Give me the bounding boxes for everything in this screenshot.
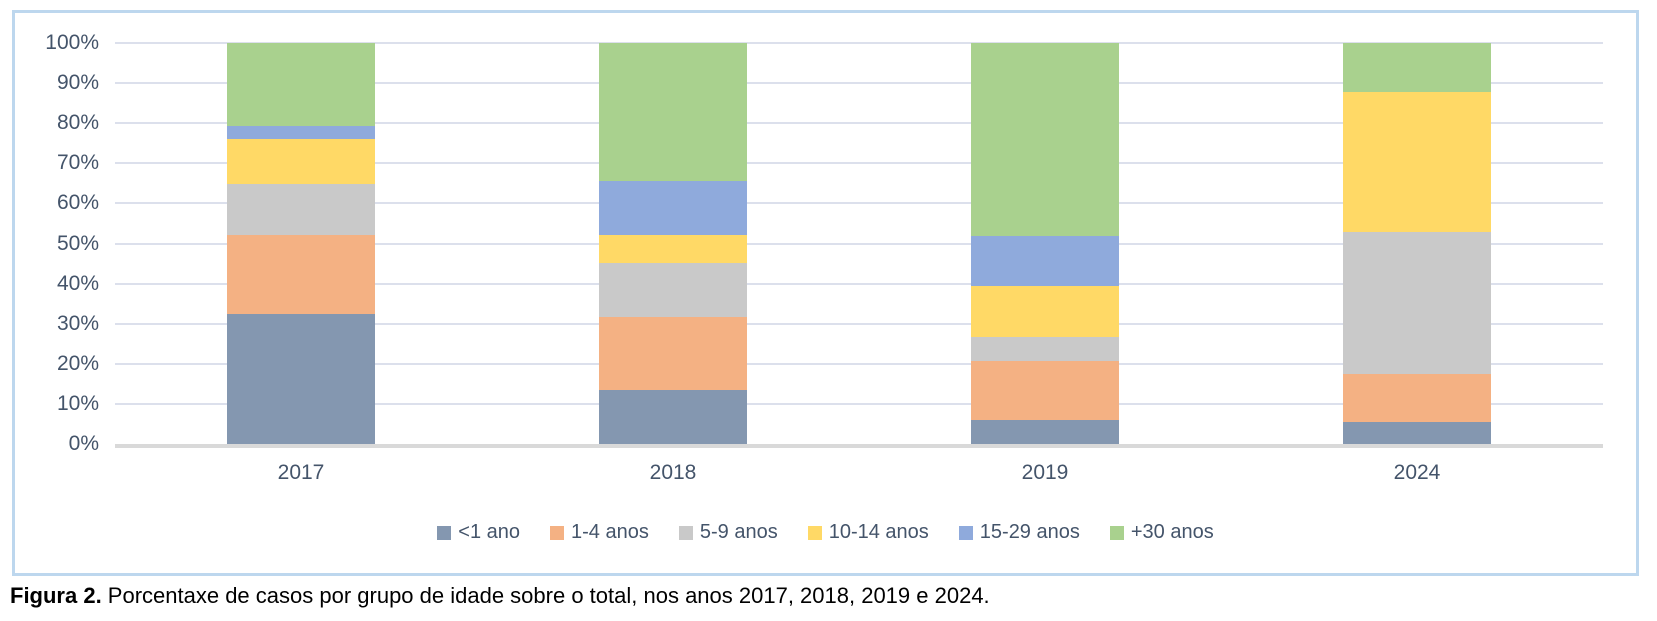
y-tick-label: 10%: [56, 391, 99, 415]
bar-segment-2017: [227, 235, 375, 315]
y-tick-label: 0%: [68, 432, 99, 455]
bar-segment-2017: [227, 314, 375, 444]
bar-segment-2018: [599, 43, 747, 182]
bar-segment-2017: [227, 43, 375, 127]
y-grid-line: [115, 122, 1603, 125]
bar-segment-2019: [971, 43, 1119, 237]
y-grid-line: [115, 82, 1603, 85]
legend-label: 5-9 anos: [699, 521, 778, 543]
x-tick-label: 2019: [1021, 461, 1069, 484]
legend-label: <1 ano: [458, 521, 521, 543]
legend-swatch-icon: [550, 525, 565, 540]
y-grid-line: [115, 322, 1603, 325]
bar-segment-2018: [599, 316, 747, 391]
legend-swatch-icon: [1109, 525, 1124, 540]
bar-2024: [1343, 43, 1491, 444]
x-axis-line: [115, 444, 1603, 448]
bar-segment-2017: [227, 184, 375, 236]
legend-item: +30 anos: [1109, 521, 1214, 544]
legend-swatch-icon: [437, 525, 452, 540]
y-grid-line: [115, 362, 1603, 365]
bar-segment-2019: [971, 419, 1119, 444]
bar-segment-2018: [599, 263, 747, 317]
bar-segment-2019: [971, 361, 1119, 420]
y-grid-line: [115, 162, 1603, 165]
bar-segment-2024: [1343, 373, 1491, 422]
legend-label: 15-29 anos: [979, 521, 1080, 543]
bar-2019: [971, 43, 1119, 444]
y-tick-label: 20%: [56, 351, 99, 375]
y-tick-label: 30%: [56, 311, 99, 335]
y-grid-line: [115, 202, 1603, 205]
figure-caption-prefix: Figura 2.: [10, 583, 102, 608]
legend-label: +30 anos: [1130, 521, 1214, 543]
bar-segment-2024: [1343, 232, 1491, 374]
x-tick-label: 2024: [1393, 461, 1441, 484]
bar-segment-2019: [971, 336, 1119, 362]
legend-item: 5-9 anos: [678, 521, 778, 544]
legend-label: 10-14 anos: [828, 521, 929, 543]
legend-swatch-icon: [678, 525, 693, 540]
legend-label: 1-4 anos: [571, 521, 649, 543]
legend-item: 15-29 anos: [958, 521, 1080, 544]
figure-caption-text: Porcentaxe de casos por grupo de idade s…: [101, 583, 990, 608]
y-grid-line: [115, 402, 1603, 405]
bar-segment-2018: [599, 181, 747, 235]
legend-item: 10-14 anos: [807, 521, 929, 544]
y-tick-label: 50%: [56, 231, 99, 255]
figure-caption: Figura 2. Porcentaxe de casos por grupo …: [10, 583, 990, 609]
y-tick-label: 40%: [56, 271, 99, 295]
bar-segment-2019: [971, 286, 1119, 337]
y-tick-label: 80%: [56, 111, 99, 135]
bar-segment-2018: [599, 390, 747, 444]
bar-2017: [227, 43, 375, 444]
y-tick-label: 60%: [56, 191, 99, 215]
legend-item: 1-4 anos: [550, 521, 649, 544]
chart-legend: <1 ano 1-4 anos 5-9 anos 10-14 anos 15-29 an…: [15, 521, 1636, 544]
y-grid-line: [115, 42, 1603, 44]
legend-item: <1 ano: [437, 521, 520, 544]
y-grid-line: [115, 282, 1603, 285]
bar-segment-2017: [227, 138, 375, 185]
bar-segment-2024: [1343, 43, 1491, 92]
legend-swatch-icon: [958, 525, 973, 540]
bar-segment-2024: [1343, 421, 1491, 444]
bar-segment-2017: [227, 126, 375, 139]
bar-2018: [599, 43, 747, 444]
bar-segment-2019: [971, 236, 1119, 287]
x-tick-label: 2017: [277, 461, 325, 484]
x-tick-label: 2018: [649, 461, 697, 484]
y-tick-label: 100%: [45, 31, 99, 54]
bar-segment-2018: [599, 234, 747, 264]
y-tick-label: 90%: [56, 71, 99, 95]
bar-segment-2024: [1343, 91, 1491, 233]
legend-swatch-icon: [807, 525, 822, 540]
y-grid-line: [115, 242, 1603, 245]
plot-area: 0% 10% 20% 30% 40% 50% 60% 70% 80% 90% 100% 2017 201…: [45, 31, 1603, 484]
chart-container: 0% 10% 20% 30% 40% 50% 60% 70% 80% 90% 100% 2017 201…: [12, 10, 1639, 576]
y-tick-label: 70%: [56, 151, 99, 175]
